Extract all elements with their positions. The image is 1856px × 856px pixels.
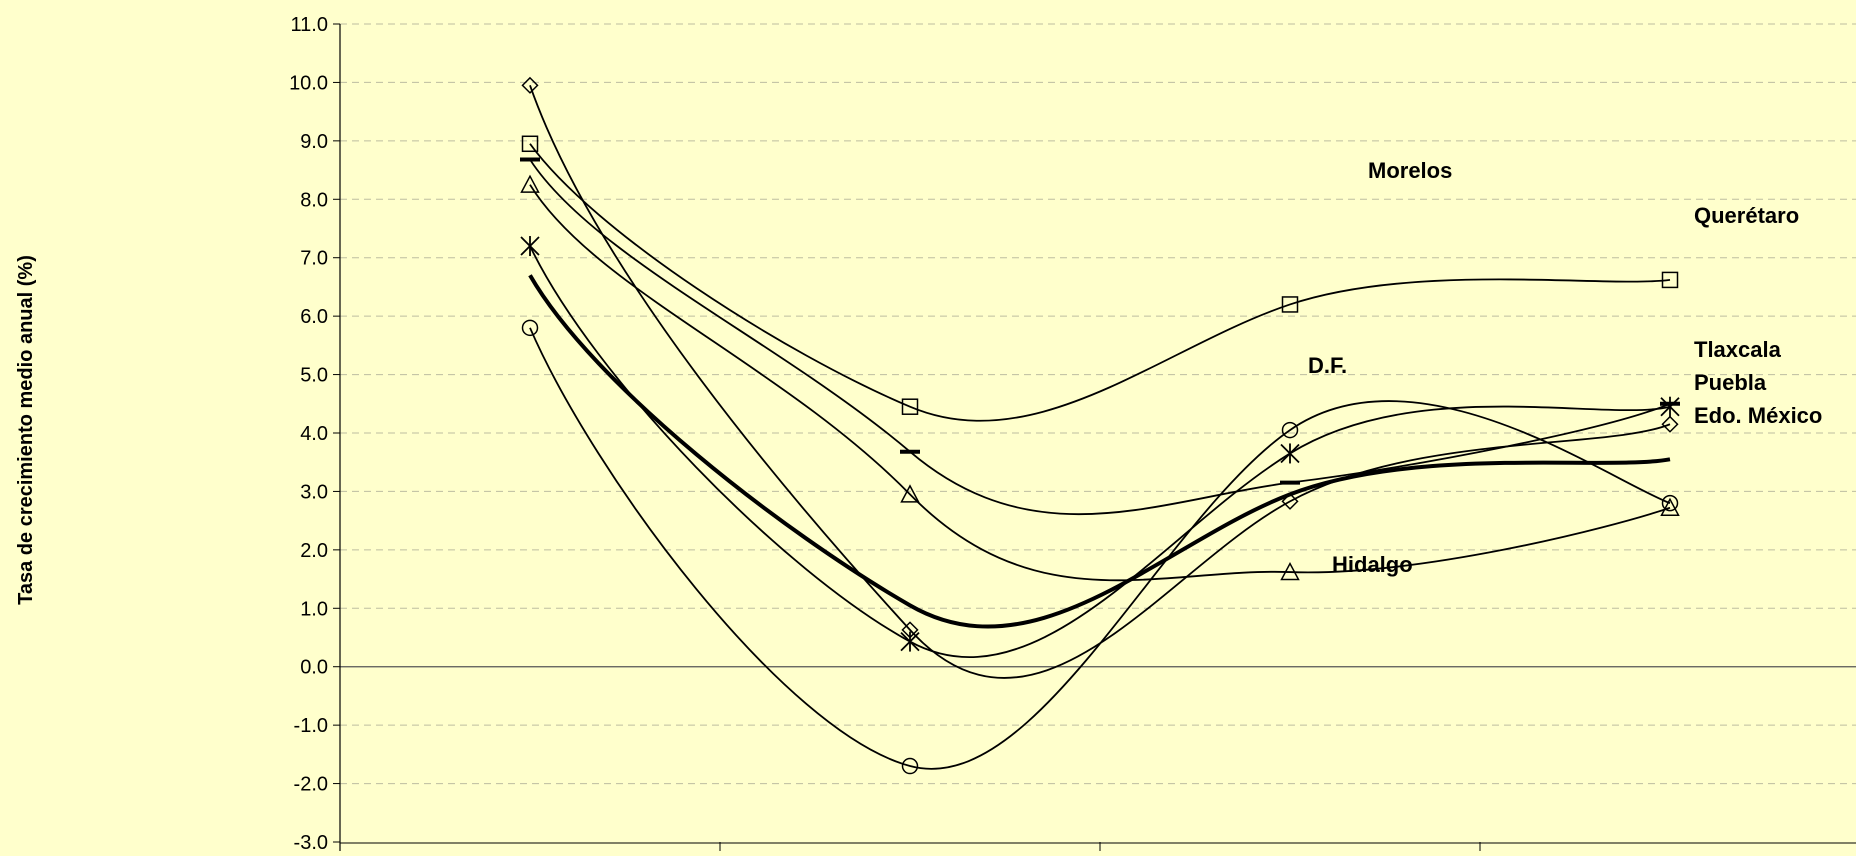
y-tick-label: 4.0 bbox=[300, 423, 328, 445]
triangle-marker bbox=[900, 484, 920, 503]
series-line bbox=[529, 159, 1671, 516]
square-marker bbox=[1661, 271, 1679, 289]
series-label: D.F. bbox=[1308, 353, 1347, 378]
diamond-marker bbox=[1661, 415, 1679, 433]
y-tick-label: 6.0 bbox=[300, 306, 328, 328]
series-label: Querétaro bbox=[1694, 203, 1799, 228]
circle-marker bbox=[521, 319, 539, 337]
series-label: Puebla bbox=[1694, 370, 1767, 395]
y-tick-label: 8.0 bbox=[300, 189, 328, 211]
series-line bbox=[529, 85, 1671, 679]
axes: -3.0 -2.0 -1.0 0.0 1.0 2.0 3.0 4.0 5.0 6.0 7.0 8.0 9… bbox=[289, 14, 1856, 854]
square-marker bbox=[1281, 296, 1299, 313]
diamond-marker bbox=[1281, 492, 1299, 510]
triangle-marker bbox=[1660, 497, 1680, 517]
series-labels: Morelos Querétaro D.F. Tlaxcala Puebla Edo. M… bbox=[1308, 158, 1822, 577]
series-line bbox=[529, 245, 1671, 658]
y-tick-label: 10.0 bbox=[289, 72, 328, 94]
y-tick-label: 3.0 bbox=[300, 481, 328, 503]
grid-lines bbox=[340, 23, 1856, 785]
series-label: Tlaxcala bbox=[1694, 337, 1782, 362]
series-line bbox=[529, 184, 1671, 582]
y-tick-label: -3.0 bbox=[294, 832, 328, 851]
y-tick-label: -1.0 bbox=[294, 715, 328, 737]
y-tick-label: -2.0 bbox=[294, 774, 328, 796]
y-tick-label: 11.0 bbox=[291, 14, 328, 36]
star-marker bbox=[1280, 443, 1300, 464]
y-tick-label: 5.0 bbox=[300, 365, 328, 387]
star-marker bbox=[1660, 396, 1680, 417]
series-label: Hidalgo bbox=[1332, 552, 1413, 577]
y-tick-label: 7.0 bbox=[300, 248, 328, 270]
y-axis-label: Tasa de crecimiento medio anual (%) bbox=[15, 255, 37, 605]
series-line bbox=[529, 327, 1671, 770]
square-marker bbox=[521, 135, 539, 153]
series-line bbox=[529, 143, 1671, 422]
y-tick-label: 1.0 bbox=[300, 598, 328, 620]
diamond-marker bbox=[521, 76, 539, 94]
triangle-marker bbox=[1280, 561, 1300, 581]
series-line bbox=[528, 274, 1671, 629]
y-tick-label: 0.0 bbox=[300, 657, 328, 679]
circle-marker bbox=[1281, 421, 1299, 439]
star-marker bbox=[520, 236, 540, 257]
series-lines bbox=[528, 85, 1671, 770]
y-tick-label: 2.0 bbox=[300, 540, 328, 562]
circle-marker bbox=[1661, 494, 1679, 512]
star-marker bbox=[900, 631, 920, 652]
square-marker bbox=[901, 398, 919, 415]
triangle-marker bbox=[520, 174, 540, 193]
series-label: Edo. México bbox=[1694, 403, 1822, 428]
series-markers bbox=[520, 76, 1680, 775]
y-tick-label: 9.0 bbox=[300, 131, 328, 153]
series-label: Morelos bbox=[1368, 158, 1452, 183]
circle-marker bbox=[901, 757, 919, 775]
